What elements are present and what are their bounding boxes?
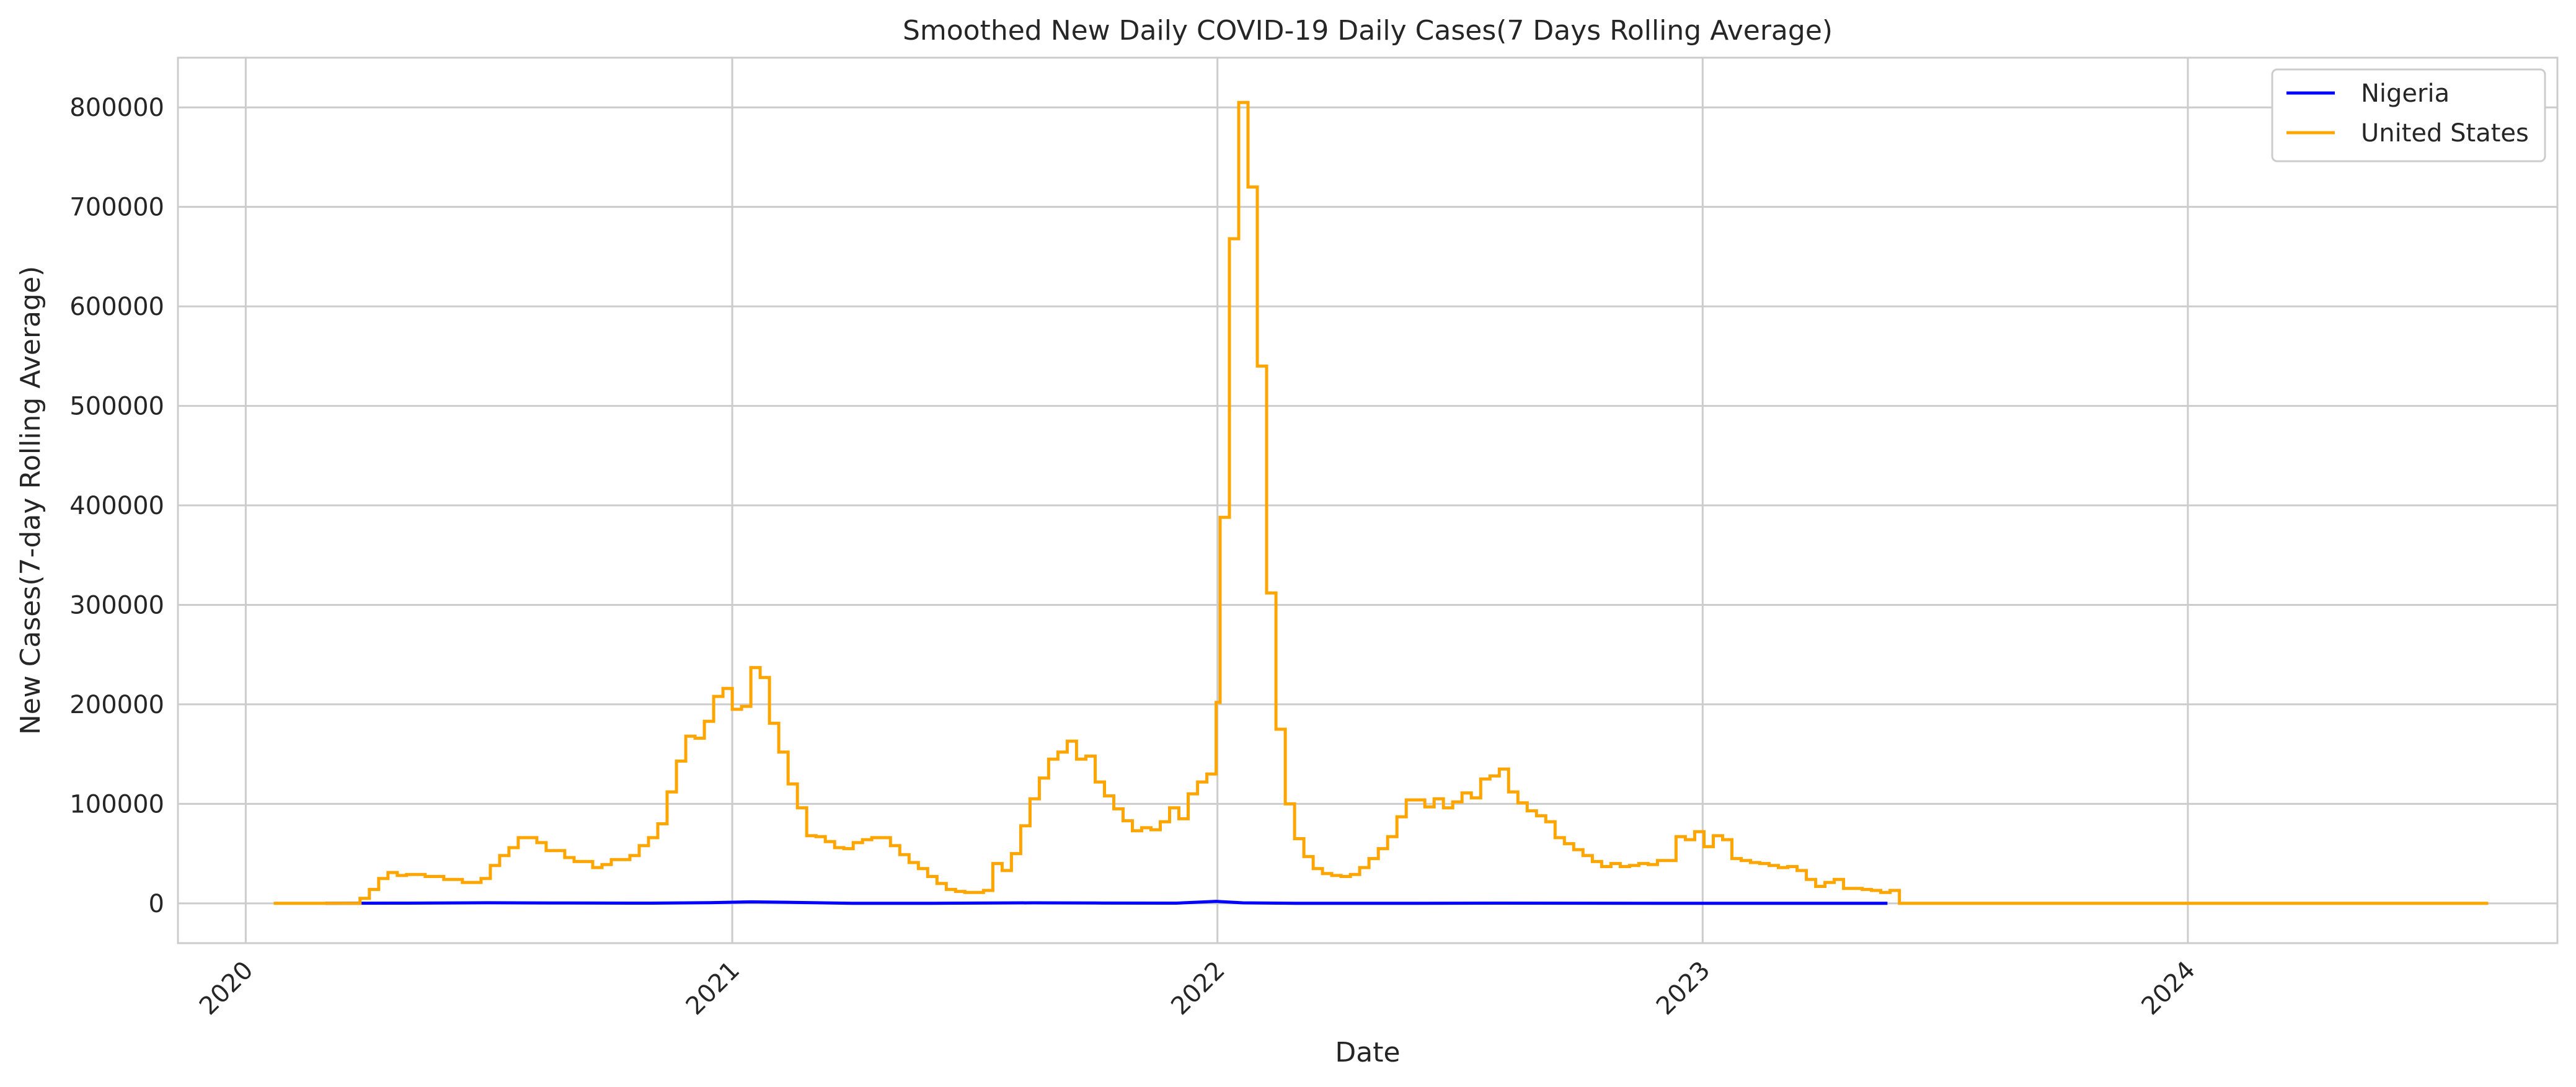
series-line-nigeria xyxy=(325,900,1888,905)
series-layer xyxy=(273,100,2489,905)
y-tick-label: 400000 xyxy=(69,492,164,520)
y-tick-labels: 0 100000 200000 300000 400000 500000 600000 700… xyxy=(69,94,164,918)
y-tick-label: 700000 xyxy=(69,193,164,222)
chart-title: Smoothed New Daily COVID-19 Daily Cases(… xyxy=(903,15,1833,47)
y-tick-label: 100000 xyxy=(69,790,164,819)
legend-label-united-states: United States xyxy=(2361,119,2529,148)
x-axis-label: Date xyxy=(1335,1037,1400,1068)
x-gridlines xyxy=(244,58,2189,943)
y-axis-label: New Cases(7-day Rolling Average) xyxy=(15,266,46,735)
y-tick-label: 500000 xyxy=(69,393,164,421)
y-tick-label: 300000 xyxy=(69,591,164,619)
y-tick-label: 200000 xyxy=(69,691,164,719)
y-tick-label: 600000 xyxy=(69,293,164,321)
legend: Nigeria United States xyxy=(2271,68,2546,162)
series-line-united-states xyxy=(273,100,2489,905)
legend-label-nigeria: Nigeria xyxy=(2361,79,2450,108)
legend-box xyxy=(2271,68,2546,162)
y-gridlines xyxy=(178,106,2557,905)
y-tick-label: 800000 xyxy=(69,94,164,122)
plot-frame xyxy=(177,56,2559,944)
y-tick-label: 0 xyxy=(149,890,164,918)
